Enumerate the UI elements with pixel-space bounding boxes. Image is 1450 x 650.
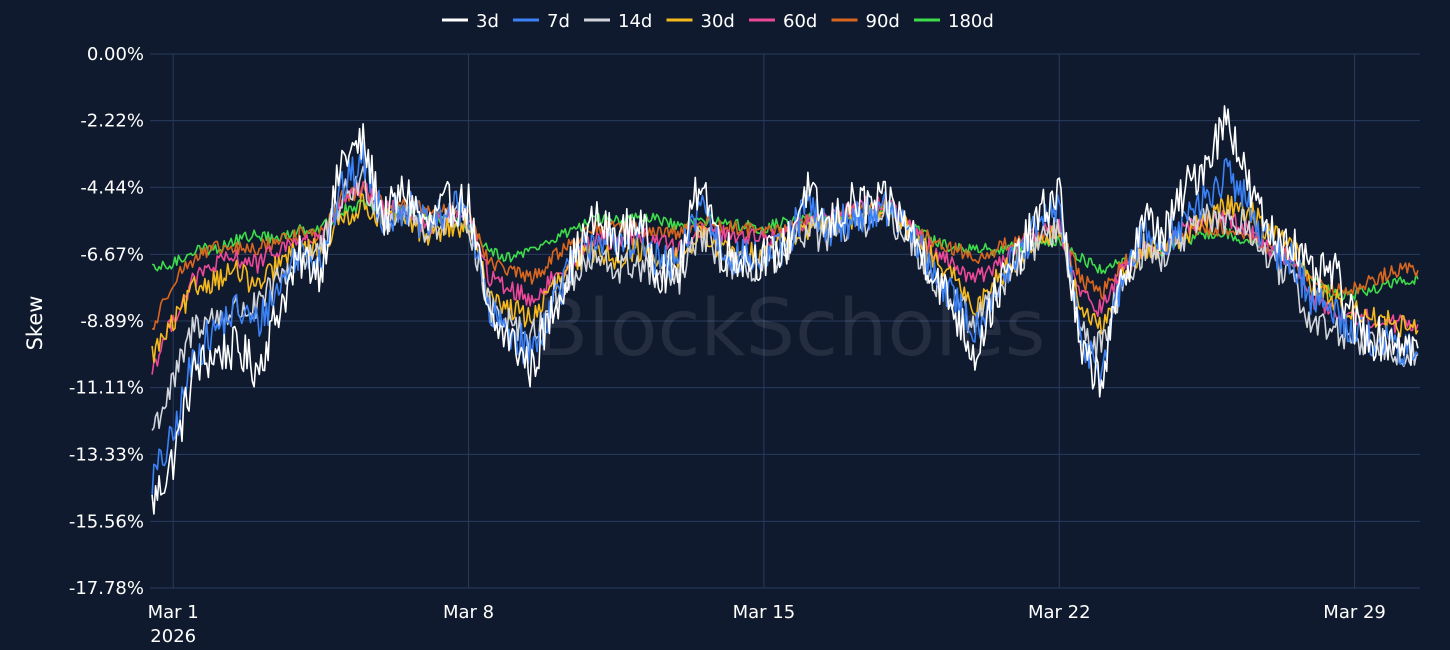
- legend-label-90d: 90d: [866, 11, 900, 32]
- legend: 3d 7d 14d 30d 60d 90d 180d: [442, 11, 994, 32]
- legend-label-7d: 7d: [547, 11, 570, 32]
- y-tick-label: -4.44%: [80, 177, 144, 198]
- y-axis-ticks: 0.00% -2.22% -4.44% -6.67% -8.89% -11.11% -13.…: [69, 44, 144, 599]
- legend-label-14d: 14d: [618, 11, 652, 32]
- x-tick-label: Mar 1: [148, 602, 199, 623]
- legend-label-180d: 180d: [948, 11, 994, 32]
- y-tick-label: -8.89%: [80, 311, 144, 332]
- y-tick-label: -11.11%: [69, 378, 144, 399]
- x-tick-year-label: 2026: [150, 626, 196, 647]
- series-line-30d: [151, 192, 1419, 364]
- x-tick-label: Mar 22: [1028, 602, 1091, 623]
- legend-label-60d: 60d: [783, 11, 817, 32]
- x-tick-label: Mar 29: [1323, 602, 1386, 623]
- series-lines: [151, 105, 1419, 515]
- x-tick-label: Mar 15: [733, 602, 796, 623]
- series-line-3d: [151, 105, 1419, 515]
- x-axis-ticks: Mar 1 2026 Mar 8 Mar 15 Mar 22 Mar 29: [148, 602, 1386, 647]
- x-tick-label: Mar 8: [443, 602, 494, 623]
- y-tick-label: -17.78%: [69, 578, 144, 599]
- y-tick-label: -15.56%: [69, 511, 144, 532]
- legend-label-3d: 3d: [476, 11, 499, 32]
- y-tick-label: -6.67%: [80, 244, 144, 265]
- legend-label-30d: 30d: [701, 11, 735, 32]
- y-tick-label: 0.00%: [87, 44, 144, 65]
- y-axis-label: Skew: [23, 296, 47, 351]
- y-tick-label: -2.22%: [80, 111, 144, 132]
- y-tick-label: -13.33%: [69, 444, 144, 465]
